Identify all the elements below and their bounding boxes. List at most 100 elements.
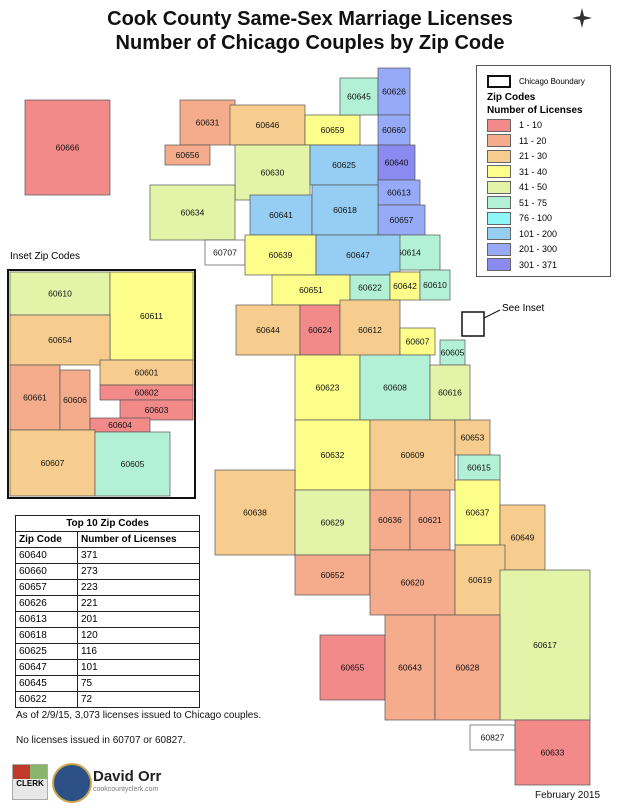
zip-area-60657 — [377, 204, 426, 236]
zip-area-60631 — [179, 99, 236, 146]
legend-range-label: 201 - 300 — [519, 244, 558, 255]
table-row: 60625 116 — [15, 643, 200, 660]
legend-item: 51 - 75 — [487, 195, 610, 211]
legend-boundary-label: Chicago Boundary — [519, 77, 585, 87]
clerk-logo: CLERK — [12, 764, 48, 800]
zip-area-60655 — [319, 634, 386, 701]
zip-label: 60636 — [378, 515, 402, 525]
legend-subheading: Number of Licenses — [487, 104, 583, 116]
zip-area-60636 — [369, 489, 411, 551]
zip-area-60661 — [9, 364, 61, 431]
legend-item: 21 - 30 — [487, 149, 610, 165]
legend-swatch — [487, 242, 511, 256]
table-row: 60613 201 — [15, 611, 200, 628]
inset-frame — [7, 269, 196, 499]
zip-area-60630 — [234, 144, 311, 201]
table-row: 60626 221 — [15, 595, 200, 612]
legend: Chicago Boundary Zip Codes Number of Lic… — [476, 65, 611, 277]
zip-label: 60827 — [481, 733, 505, 743]
legend-swatch — [487, 258, 511, 272]
clerk-logo-text: CLERK — [16, 779, 44, 788]
zip-area-60653 — [454, 419, 491, 456]
zip-label: 60656 — [176, 150, 200, 160]
zip-area-60659 — [304, 114, 361, 146]
zip-label: 60620 — [401, 578, 425, 588]
table-row: 60618 120 — [15, 627, 200, 644]
legend-swatch — [487, 180, 511, 194]
legend-item: 11 - 20 — [487, 133, 610, 149]
zip-area-60626 — [377, 67, 411, 116]
zip-label: 60653 — [461, 433, 485, 443]
zip-area-60633 — [514, 719, 591, 786]
zip-cell: 60626 — [15, 595, 78, 612]
zip-label: 60616 — [438, 388, 462, 398]
table-row: 60640 371 — [15, 547, 200, 564]
legend-range-label: 51 - 75 — [519, 197, 548, 208]
zip-label: 60646 — [256, 120, 280, 130]
legend-range-label: 101 - 200 — [519, 228, 558, 239]
zip-label: 60610 — [423, 280, 447, 290]
zip-label: 60666 — [56, 143, 80, 153]
table-row: 60647 101 — [15, 659, 200, 676]
zip-label: 60604 — [108, 420, 132, 430]
zip-label: 60601 — [135, 368, 159, 378]
licenses-cell: 101 — [77, 659, 200, 676]
zip-cell: 60625 — [15, 643, 78, 660]
zip-cell: 60647 — [15, 659, 78, 676]
zip-label: 60612 — [358, 325, 382, 335]
licenses-cell: 371 — [77, 547, 200, 564]
compass-icon — [572, 8, 592, 28]
zip-area-60618 — [311, 184, 379, 236]
licenses-cell: 223 — [77, 579, 200, 596]
legend-item: 76 - 100 — [487, 211, 610, 227]
zip-label: 60630 — [261, 168, 285, 178]
table-row: 60645 75 — [15, 675, 200, 692]
zip-label: 60628 — [456, 663, 480, 673]
zip-area-60640 — [377, 144, 416, 181]
county-seal — [52, 763, 92, 803]
zip-area-60642 — [389, 271, 421, 301]
zip-area-60634 — [149, 184, 236, 241]
zip-area-60610 — [9, 271, 111, 316]
legend-swatch — [487, 134, 511, 148]
licenses-cell: 201 — [77, 611, 200, 628]
zip-area-60644 — [235, 304, 301, 356]
table-row: 60657 223 — [15, 579, 200, 596]
zip-label: 60655 — [341, 663, 365, 673]
zip-label: 60609 — [401, 450, 425, 460]
clerk-name: David Orr — [93, 768, 162, 785]
zip-label: 60660 — [382, 125, 406, 135]
legend-item: 41 - 50 — [487, 180, 610, 196]
zip-label: 60645 — [347, 92, 371, 102]
zip-label: 60640 — [385, 158, 409, 168]
title-line2: Number of Chicago Couples by Zip Code — [115, 32, 505, 54]
legend-swatch — [487, 227, 511, 241]
zip-area-60605 — [439, 339, 466, 366]
legend-range-label: 21 - 30 — [519, 151, 548, 162]
inset-map: 60610 60611 60654 60601 60661 60606 60602 60603… — [9, 271, 194, 497]
zip-label: 60622 — [358, 283, 382, 293]
legend-heading: Zip Codes — [487, 91, 536, 103]
zip-area-60651 — [271, 274, 351, 306]
licenses-cell: 221 — [77, 595, 200, 612]
zip-area-60652 — [294, 554, 371, 596]
zip-label: 60661 — [23, 393, 47, 403]
zip-label: 60654 — [48, 335, 72, 345]
zip-label: 60642 — [393, 281, 417, 291]
zip-label: 60639 — [269, 250, 293, 260]
zip-label: 60623 — [316, 383, 340, 393]
zip-label: 60611 — [140, 311, 163, 321]
zip-area-60603 — [119, 399, 194, 421]
col-zip: Zip Code — [15, 531, 78, 548]
zip-area-60666 — [24, 99, 111, 196]
zip-label: 60647 — [346, 250, 370, 260]
legend-swatch — [487, 149, 511, 163]
table-row: 60622 72 — [15, 691, 200, 708]
zip-label: 60603 — [145, 405, 169, 415]
legend-range-label: 11 - 20 — [519, 135, 547, 146]
zip-label: 60707 — [213, 248, 237, 258]
zip-label: 60624 — [308, 325, 332, 335]
legend-item: 1 - 10 — [487, 118, 610, 134]
zip-area-60637 — [454, 479, 501, 546]
